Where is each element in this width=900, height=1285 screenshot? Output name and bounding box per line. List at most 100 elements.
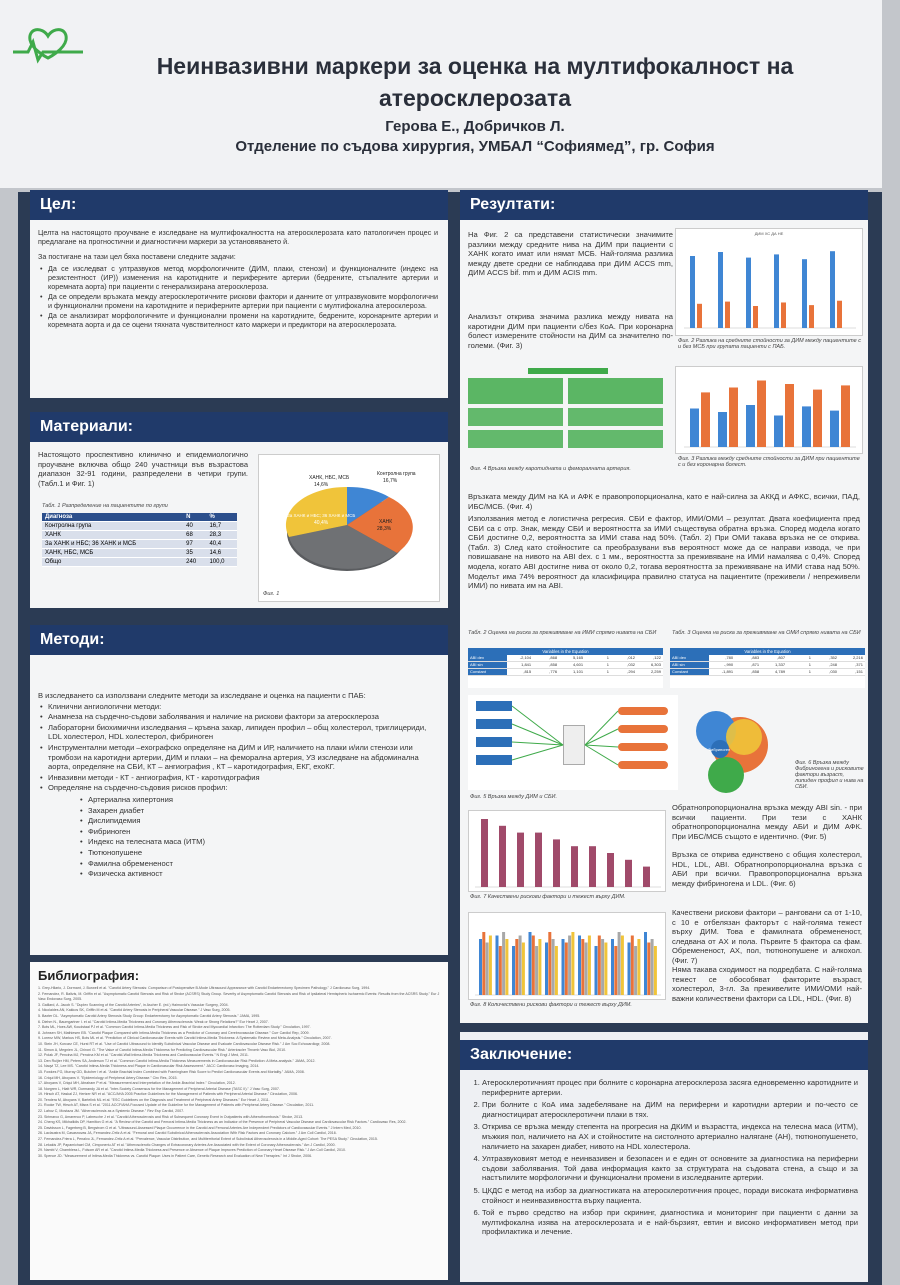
bibliography-item: 1. Grey-Hilario, J. Dormant, J. Burwell … bbox=[38, 986, 371, 990]
bibliography-item: 12. Polak JF, Pencina MJ, Pencina KM et … bbox=[38, 1053, 249, 1058]
bar bbox=[785, 384, 794, 447]
table2-caption: Табл. 2 Оценка на риска за преживяване н… bbox=[468, 630, 657, 636]
results-paragraph-7: Качествени рискови фактори – ранговани с… bbox=[672, 908, 862, 965]
bar bbox=[584, 942, 588, 995]
bar bbox=[499, 825, 506, 887]
figure8-bars bbox=[475, 932, 661, 996]
materials-text: Настоящото проспективно клинично и епиде… bbox=[38, 450, 248, 488]
figure1-pie: ХАНК, НБС, МСБ 14,6% Контролна група 16,… bbox=[258, 454, 440, 602]
results-paragraph-3: Връзката между ДИМ на КА и АФК е правопр… bbox=[468, 492, 860, 511]
results-paragraph-2: Анализът открива значима разлика между н… bbox=[468, 312, 673, 350]
table-row: ABI sin -,990 ,871 1,337 1 ,248 ,371 bbox=[670, 662, 865, 669]
bar bbox=[485, 942, 489, 995]
bar bbox=[498, 946, 502, 995]
table-cell: ABI sin bbox=[670, 662, 710, 668]
list-item: Анамнеза на сърдечно-съдови заболявания … bbox=[38, 712, 440, 722]
bar bbox=[644, 932, 647, 995]
table-cell: ,352 bbox=[829, 655, 837, 660]
bar bbox=[488, 935, 492, 995]
list-item: Определяне на сърдечно-съдовия рисков пр… bbox=[38, 783, 440, 793]
fig5-node bbox=[618, 725, 668, 733]
bibliography-item: 16. Criqui MH, Aboyans V. "Epidemiology … bbox=[38, 1075, 178, 1080]
bibliography-item: 23. Sirimarco G, Amarenco P, Labreuche J… bbox=[38, 1114, 304, 1119]
bibliography-item: 25. Davidsson L, Fagerberg B, Bergstrom … bbox=[38, 1125, 362, 1130]
bibliography-item: 9. Lorenz MW, Markus HS, Bots ML et al. … bbox=[38, 1036, 332, 1041]
table3-title: Variables in the Equation bbox=[670, 648, 865, 655]
bar bbox=[597, 935, 601, 995]
bar bbox=[571, 846, 578, 887]
pie-pct-2: 16,7% bbox=[383, 478, 398, 484]
table-cell: 2,259 bbox=[650, 669, 661, 674]
table-cell: ,012 bbox=[627, 655, 635, 660]
bar bbox=[830, 410, 839, 447]
table-cell: 1,841 bbox=[521, 662, 532, 667]
fig4-box-4 bbox=[568, 408, 663, 426]
goal-panel: Цел: Целта на настоящото проучване е изс… bbox=[30, 190, 448, 398]
list-item: Атеросклеротичният процес при болните с … bbox=[482, 1078, 858, 1097]
bar bbox=[531, 935, 535, 995]
bar bbox=[802, 259, 807, 328]
bibliography-item: 13. Den Ruijter HM, Peters SA, Anderson … bbox=[38, 1058, 316, 1063]
bar bbox=[545, 942, 548, 995]
table-row: ХАНК, НБС, МСБ 35 14,6 bbox=[42, 548, 237, 558]
bar bbox=[561, 939, 565, 995]
fig4-box-1 bbox=[468, 378, 563, 404]
pie-chart-graphic: ХАНК, НБС, МСБ 14,6% Контролна група 16,… bbox=[285, 471, 416, 571]
results-panel: Резултати: На Фиг. 2 са представени стат… bbox=[460, 190, 868, 1023]
bar bbox=[774, 415, 783, 447]
bar bbox=[581, 939, 585, 995]
table3: Variables in the Equation ABI dex ,780 ,88… bbox=[670, 648, 865, 688]
table-cell: ,151 bbox=[855, 669, 863, 674]
bar bbox=[753, 306, 758, 328]
bar bbox=[690, 256, 695, 328]
bibliography-item: 4. Nicolaides AN, Kakkos SK, Griffin M e… bbox=[38, 1008, 231, 1013]
table-row: За ХАНК и НБС; 36 ХАНК и МСБ 97 40,4 bbox=[42, 539, 237, 549]
bar bbox=[690, 408, 699, 447]
bar bbox=[564, 942, 568, 995]
bar bbox=[813, 389, 822, 447]
bibliography-item: 6. Diehm N., Baumgartner I. et al. "Caro… bbox=[38, 1019, 269, 1024]
figure6-diagram: Фибриноген bbox=[682, 695, 792, 795]
bar bbox=[614, 946, 618, 995]
list-item: Клинични ангиологични методи: bbox=[38, 702, 440, 712]
table-cell: 1 bbox=[808, 655, 812, 660]
poster-header: Неинвазивни маркери за оценка на мултифо… bbox=[0, 0, 882, 188]
list-item: Артериална хипертония bbox=[78, 795, 440, 805]
list-item: Индекс на телесната маса (ИТМ) bbox=[78, 837, 440, 847]
bibliography-item: 2. Fernandez, R. Baltzis, M. Griffin et … bbox=[38, 991, 440, 1002]
fig4-box-6 bbox=[568, 430, 663, 448]
table-cell: ,122 bbox=[653, 655, 661, 660]
list-item: Той е първо средство на избор при скрини… bbox=[482, 1208, 858, 1237]
bar bbox=[746, 405, 755, 447]
table-cell: 5,165 bbox=[573, 655, 584, 660]
figure7-chart bbox=[468, 810, 666, 892]
bar bbox=[653, 946, 657, 995]
bar bbox=[505, 939, 509, 995]
bibliography-item: 21. Rooke TW, Hirsch AT, Misra S et al. … bbox=[38, 1103, 315, 1108]
table-cell: ABI dex bbox=[670, 655, 710, 661]
table-cell: 2,216 bbox=[852, 655, 863, 660]
methods-intro: В изследването са използвани следните ме… bbox=[38, 691, 366, 700]
bibliography-item: 30. Spence JD. "Measurement of Intima-Me… bbox=[38, 1153, 313, 1158]
bar bbox=[757, 380, 766, 447]
table-cell: 6,303 bbox=[650, 662, 661, 667]
figure2-bars bbox=[684, 251, 856, 329]
list-item: Фамилна обремененост bbox=[78, 859, 440, 869]
results-paragraph-4: Използвания метод е логистична регресия.… bbox=[468, 514, 860, 591]
table-cell: ,371 bbox=[855, 662, 863, 667]
pie-label-4: За ХАНК и НБС; 36 ХАНК и МСБ bbox=[287, 513, 355, 518]
table-row: Constant ,815 ,776 1,101 1 ,294 2,259 bbox=[468, 669, 663, 676]
list-item: Инвазивни методи - КТ - ангиография, КТ … bbox=[38, 773, 440, 783]
results-paragraph-5: Обратнопропорционална връзка между ABI s… bbox=[672, 803, 862, 841]
list-item: Да се изследват с ултразвуков метод морф… bbox=[38, 264, 438, 291]
bibliography-item: 27. Fernandez-Friera L, Penalvo JL, Fern… bbox=[38, 1137, 378, 1142]
bibliography-item: 10. Stein JH, Korcarz CE, Hurst RT et al… bbox=[38, 1041, 331, 1046]
materials-heading: Материали: bbox=[30, 412, 448, 442]
table-cell: ,868 bbox=[549, 655, 558, 660]
bar bbox=[697, 303, 702, 328]
bibliography-item: 8. Johnsen SH, Mathiesen EB. "Carotid Pl… bbox=[38, 1030, 310, 1035]
table-cell: 4,601 bbox=[573, 662, 584, 667]
table-cell: -2,104 bbox=[519, 655, 532, 660]
table-cell: ,294 bbox=[627, 669, 635, 674]
bar bbox=[517, 832, 524, 887]
